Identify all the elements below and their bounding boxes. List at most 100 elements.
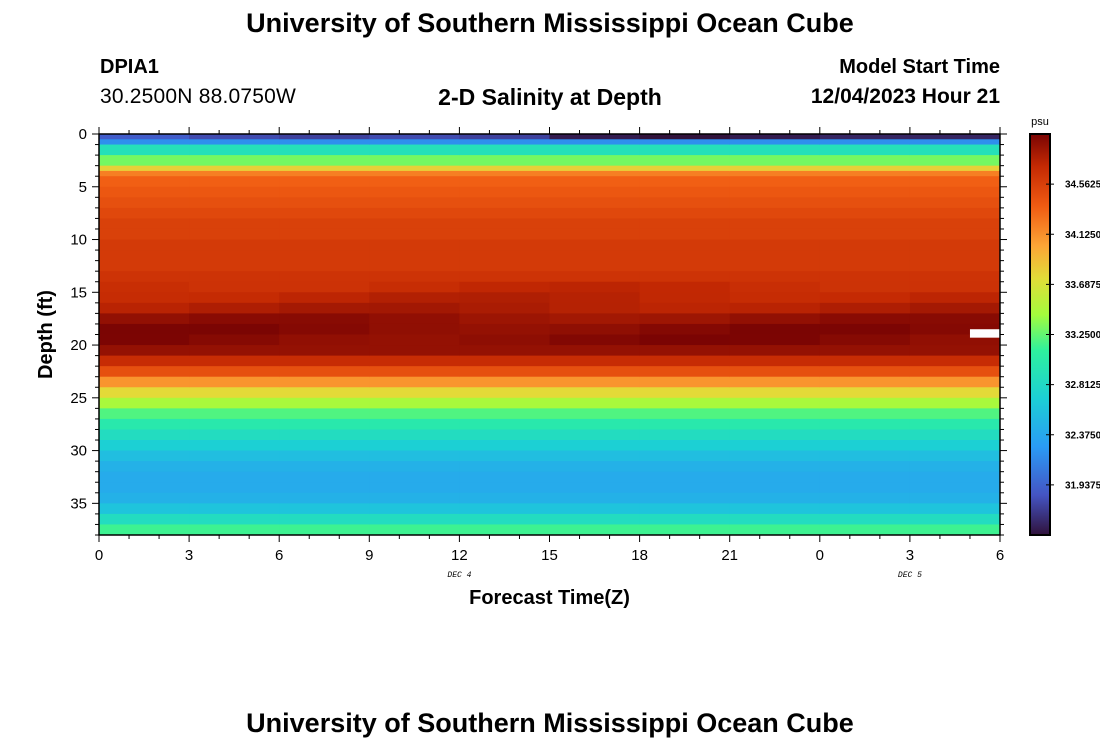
chart-subtitle: 2-D Salinity at Depth: [438, 84, 662, 110]
heatmap-cell: [369, 482, 460, 494]
heatmap-cell: [909, 503, 1001, 515]
heatmap-cell: [909, 292, 1001, 304]
heatmap-cell: [639, 418, 731, 430]
x-axis-label: Forecast Time(Z): [469, 587, 630, 609]
heatmap-cell: [729, 408, 821, 420]
heatmap-cell: [549, 176, 641, 188]
heatmap-cell: [729, 397, 821, 409]
heatmap-cell: [369, 376, 460, 388]
heatmap-cell: [369, 492, 460, 504]
heatmap-cell: [459, 513, 550, 525]
heatmap-cell: [189, 313, 280, 325]
heatmap-cell: [279, 260, 370, 272]
heatmap-cell: [459, 418, 550, 430]
heatmap-cell: [99, 366, 190, 378]
heatmap-cell: [369, 176, 460, 188]
heatmap-cell: [639, 429, 731, 441]
heatmap-cell: [279, 144, 370, 156]
heatmap-cell: [369, 250, 460, 262]
heatmap-cell: [909, 334, 1001, 346]
heatmap-cell: [909, 366, 1001, 378]
heatmap-cell: [549, 207, 641, 219]
heatmap-cell: [819, 471, 911, 483]
heatmap-cell: [729, 355, 821, 367]
heatmap-cell: [909, 260, 1001, 272]
heatmap-cell: [729, 250, 821, 262]
heatmap-cell: [459, 260, 550, 272]
heatmap-cell: [279, 376, 370, 388]
heatmap-cell: [369, 260, 460, 272]
heatmap-cell: [459, 197, 550, 209]
heatmap-cell: [729, 461, 821, 473]
heatmap-cell: [729, 228, 821, 241]
heatmap-cell: [909, 323, 1001, 335]
heatmap-cell: [909, 345, 1001, 357]
heatmap-cell: [459, 461, 550, 473]
heatmap-cell: [639, 292, 731, 304]
heatmap-cell: [279, 429, 370, 441]
colorbar-tick-label: 34.5625: [1065, 180, 1100, 191]
heatmap-cell: [189, 207, 280, 219]
heatmap-cell: [639, 170, 731, 177]
heatmap-cell: [369, 313, 460, 325]
heatmap-cell: [909, 302, 1001, 314]
heatmap-cell: [819, 207, 911, 219]
heatmap-cell: [99, 471, 190, 483]
heatmap-cell: [909, 387, 1001, 399]
heatmap-cell: [369, 271, 460, 283]
heatmap-cell: [189, 302, 280, 314]
heatmap-cell: [369, 355, 460, 367]
station-id: DPIA1: [100, 56, 159, 78]
heatmap-cell: [819, 239, 911, 251]
heatmap-cell: [459, 239, 550, 251]
heatmap-cell: [819, 292, 911, 304]
heatmap-cell: [369, 281, 460, 293]
heatmap-cell: [369, 345, 460, 357]
heatmap-cell: [189, 144, 280, 156]
heatmap-cell: [819, 440, 911, 452]
heatmap-cell: [819, 513, 911, 525]
heatmap-cell: [459, 165, 550, 172]
heatmap-cell: [99, 139, 190, 146]
heatmap-cell: [369, 366, 460, 378]
heatmap-cell: [369, 170, 460, 177]
colorbar-tick-label: 32.3750: [1065, 430, 1100, 441]
heatmap-cell: [459, 429, 550, 441]
heatmap-cell: [99, 408, 190, 420]
heatmap-cell: [549, 302, 641, 314]
heatmap-cell: [549, 250, 641, 262]
heatmap-cell: [369, 207, 460, 219]
heatmap-cell: [369, 144, 460, 156]
heatmap-cell: [639, 218, 731, 230]
heatmap-cell: [819, 355, 911, 367]
heatmap-cell: [99, 144, 190, 156]
heatmap-cell: [549, 170, 641, 177]
heatmap-cell: [189, 250, 280, 262]
heatmap-cell: [459, 139, 550, 146]
x-tick-label: 9: [365, 547, 373, 564]
heatmap-cell: [549, 144, 641, 156]
heatmap-cell: [639, 482, 731, 494]
heatmap-cell: [819, 197, 911, 209]
heatmap-cell: [369, 461, 460, 473]
heatmap-cell: [459, 471, 550, 483]
heatmap-cell: [549, 334, 641, 346]
heatmap-cell: [549, 323, 641, 335]
heatmap-cell: [459, 281, 550, 293]
heatmap-cell: [729, 450, 821, 462]
heatmap-cell: [729, 387, 821, 399]
heatmap-cell: [909, 513, 1001, 525]
heatmap-cell: [459, 155, 550, 167]
heatmap-cell: [189, 397, 280, 409]
heatmap-cell: [729, 418, 821, 430]
heatmap-cell: [729, 503, 821, 515]
heatmap-cell: [369, 228, 460, 241]
heatmap-cell: [189, 281, 280, 293]
heatmap-cell: [189, 186, 280, 198]
heatmap-cell: [909, 228, 1001, 241]
heatmap-cell: [819, 345, 911, 357]
heatmap-cell: [909, 218, 1001, 230]
heatmap-cell: [189, 170, 280, 177]
heatmap-cell: [459, 134, 550, 140]
heatmap-cell: [639, 355, 731, 367]
